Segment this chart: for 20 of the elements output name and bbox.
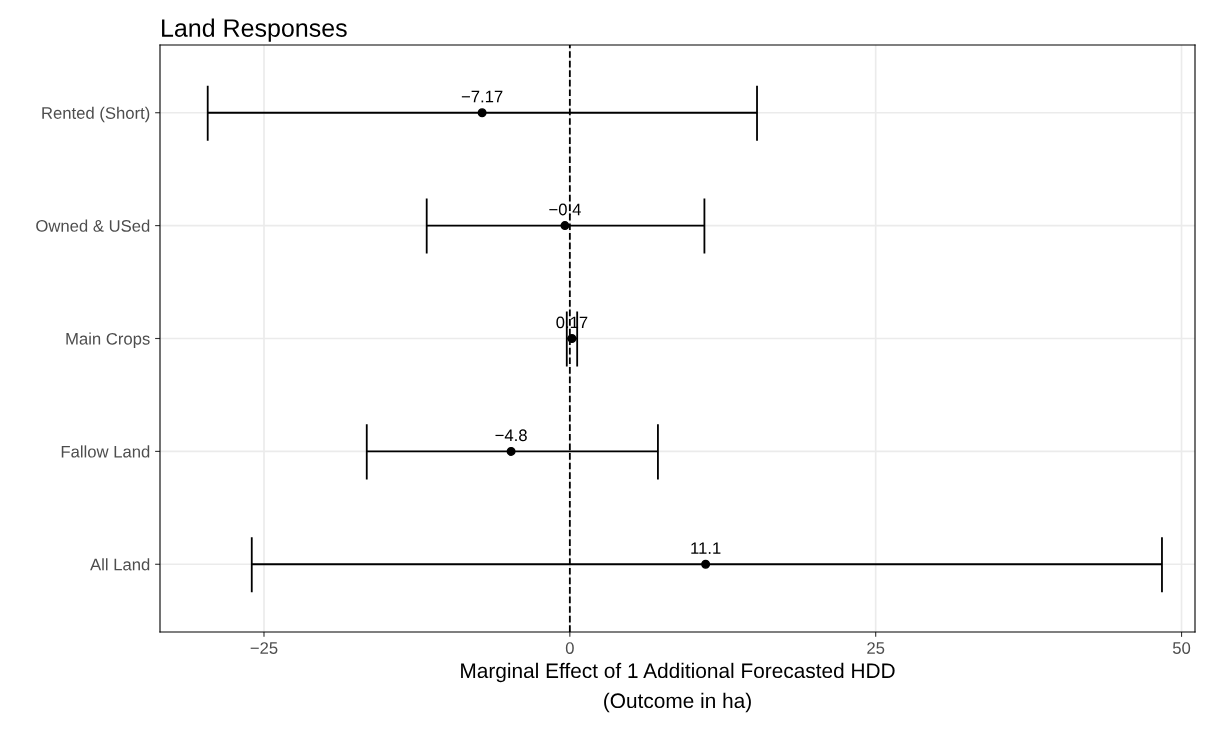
- point: [506, 446, 516, 456]
- point: [567, 334, 577, 343]
- y-tick-label: Owned & USed: [36, 219, 150, 232]
- x-tick-label: −25: [250, 642, 278, 654]
- y-tick-label: Fallow Land: [61, 445, 150, 458]
- data-label: 11.1: [691, 542, 721, 554]
- data-label: −7.17: [461, 90, 503, 103]
- x-axis-title: Marginal Effect of 1 Additional Forecasted HDD (Outcome in ha): [461, 662, 895, 713]
- point: [477, 108, 487, 118]
- y-tick-label: Rented (Short): [42, 106, 150, 123]
- x-tick-label: 50: [1172, 642, 1191, 654]
- y-tick-label: All Land: [90, 558, 150, 571]
- y-tick-label: Main Crops: [66, 332, 150, 348]
- x-tick-label: 0: [565, 642, 574, 654]
- point: [560, 221, 570, 231]
- data-label: −4.8: [495, 429, 527, 442]
- point: [701, 559, 711, 569]
- data-label: −0.4: [549, 203, 581, 216]
- x-tick-label: 25: [867, 642, 885, 654]
- chart-title: Land Responses: [162, 18, 347, 42]
